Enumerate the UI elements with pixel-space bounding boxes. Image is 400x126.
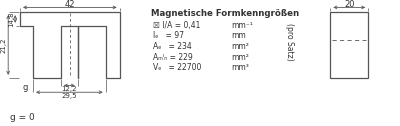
Text: ☒ l/A = 0,41: ☒ l/A = 0,41 <box>153 21 201 30</box>
Text: g: g <box>23 83 28 92</box>
Text: Vₑ   = 22700: Vₑ = 22700 <box>153 63 202 72</box>
Text: mm: mm <box>231 32 246 40</box>
Text: Aₘᴵₙ = 229: Aₘᴵₙ = 229 <box>153 53 193 62</box>
Bar <box>330 12 368 78</box>
Text: 12,2: 12,2 <box>62 86 77 92</box>
Text: 21,2: 21,2 <box>0 37 6 53</box>
Text: 42: 42 <box>64 0 75 9</box>
Text: (pro Satz): (pro Satz) <box>285 23 294 61</box>
Text: g = 0: g = 0 <box>10 113 35 121</box>
Text: 29,5: 29,5 <box>62 93 77 99</box>
Text: 20: 20 <box>344 0 354 9</box>
Text: lₑ   = 97: lₑ = 97 <box>153 32 184 40</box>
Text: mm³: mm³ <box>231 63 249 72</box>
Text: 14,8: 14,8 <box>8 11 14 27</box>
Text: mm⁻¹: mm⁻¹ <box>231 21 253 30</box>
Text: Aₑ   = 234: Aₑ = 234 <box>153 42 192 51</box>
Text: mm²: mm² <box>231 42 249 51</box>
Text: mm²: mm² <box>231 53 249 62</box>
Text: Magnetische Formkenngrößen: Magnetische Formkenngrößen <box>151 9 300 18</box>
